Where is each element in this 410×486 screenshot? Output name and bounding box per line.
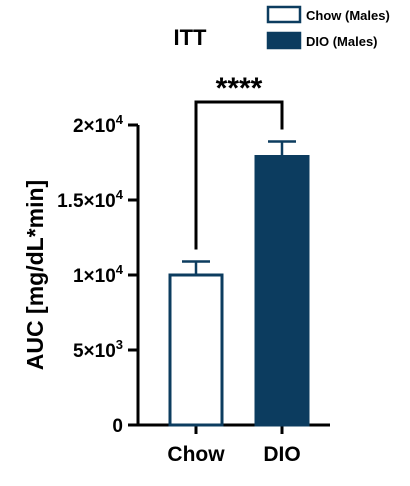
bars — [168, 140, 310, 427]
legend-swatch-chow — [266, 5, 302, 24]
x-tick-label-chow: Chow — [167, 443, 225, 466]
bar-dio — [254, 155, 310, 427]
significance-bracket: **** — [194, 72, 284, 250]
y-tick-label: 1.5×104 — [57, 187, 124, 212]
y-tick-label: 2×104 — [73, 112, 124, 137]
significance-line — [194, 100, 284, 250]
chart-title: ITT — [174, 25, 208, 50]
legend-swatch-dio — [266, 31, 302, 50]
x-tick-label-dio: DIO — [263, 443, 300, 466]
y-axis-label: AUC [mg/dL*min] — [22, 180, 48, 370]
legend-label-chow: Chow (Males) — [306, 8, 390, 23]
y-tick-label: 1×104 — [73, 262, 124, 287]
significance-stars: **** — [216, 72, 263, 105]
axes: 0 5×103 1×104 1.5×104 2×104 Chow DIO — [57, 112, 330, 466]
legend-label-dio: DIO (Males) — [306, 34, 378, 49]
y-tick-label: 0 — [112, 416, 123, 437]
legend: Chow (Males) DIO (Males) — [266, 5, 390, 50]
bar-chow — [168, 273, 224, 427]
y-tick-label: 5×103 — [73, 337, 123, 362]
